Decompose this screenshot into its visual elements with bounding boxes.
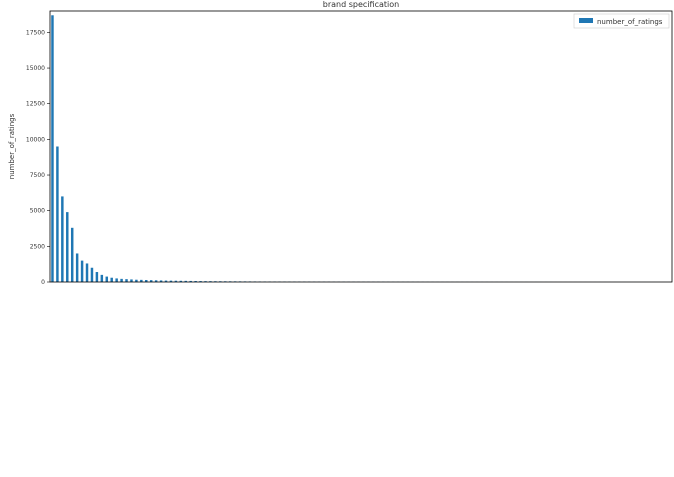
y-axis-title: number_of_ratings — [8, 113, 16, 179]
bar-series — [51, 15, 671, 283]
bar — [51, 15, 54, 283]
bar — [80, 260, 84, 282]
bar — [149, 280, 153, 282]
legend-label: number_of_ratings — [597, 18, 663, 26]
bar — [164, 280, 168, 282]
legend: number_of_ratings — [573, 13, 670, 29]
y-tick-label: 10000 — [26, 136, 45, 143]
plot-frame — [49, 10, 673, 283]
y-tick-label: 5000 — [30, 208, 45, 215]
bar — [179, 280, 183, 282]
y-tick-label: 7500 — [30, 172, 45, 179]
bar — [105, 276, 109, 282]
bar — [154, 280, 158, 282]
bar — [110, 277, 113, 282]
bar — [204, 281, 207, 282]
bar — [75, 253, 79, 282]
y-tick-label: 15000 — [26, 65, 45, 72]
bar — [184, 280, 187, 282]
y-axis: 0 2500 5000 7500 10000 12500 15000 17500 — [26, 29, 50, 286]
bar — [174, 280, 178, 282]
bar — [70, 227, 74, 282]
bar — [199, 281, 202, 282]
bar — [100, 274, 104, 282]
bar — [61, 196, 64, 282]
bar — [194, 281, 197, 282]
y-tick-label: 12500 — [26, 101, 45, 108]
bar — [130, 279, 133, 282]
bar — [209, 281, 212, 282]
chart-title: brand specification — [323, 0, 399, 9]
bar — [95, 272, 99, 282]
bar — [140, 279, 143, 282]
bar — [189, 280, 192, 282]
bar — [90, 267, 94, 282]
bar — [169, 280, 173, 282]
y-tick-label: 0 — [41, 279, 45, 286]
bar — [145, 280, 148, 282]
bar — [125, 279, 128, 282]
y-tick-label: 2500 — [30, 243, 45, 250]
bar — [120, 278, 123, 282]
legend-box — [573, 13, 670, 29]
bar — [159, 280, 163, 282]
legend-swatch — [579, 18, 593, 23]
bar — [66, 212, 69, 282]
y-tick-label: 17500 — [26, 29, 45, 36]
bar — [135, 279, 138, 282]
bar — [115, 278, 118, 282]
bar — [56, 146, 59, 282]
bar — [85, 263, 89, 282]
